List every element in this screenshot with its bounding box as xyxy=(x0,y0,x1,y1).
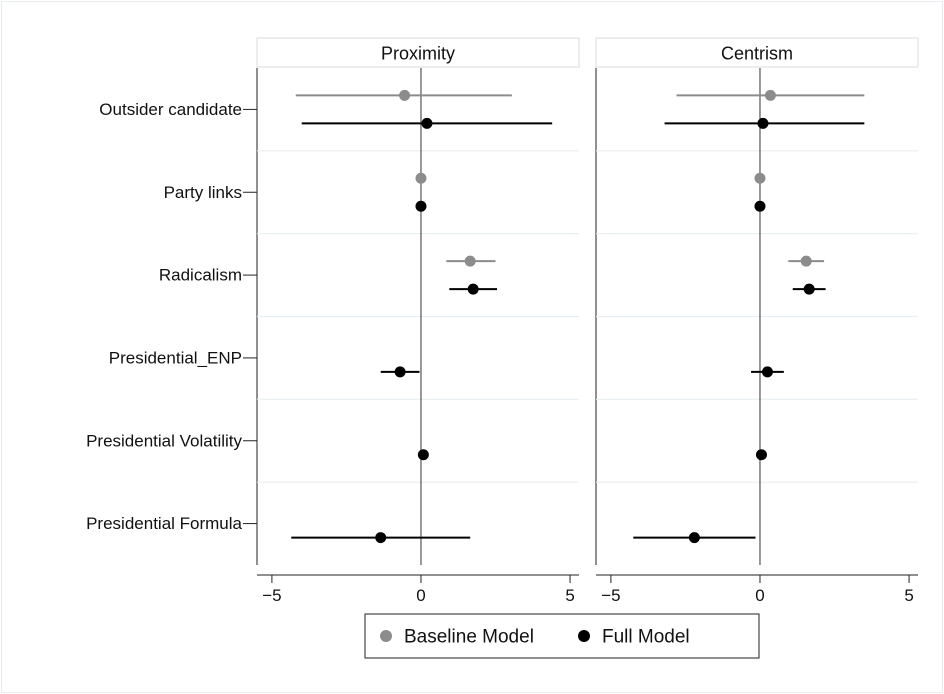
data-point xyxy=(757,117,769,129)
panel-title: Proximity xyxy=(381,44,455,64)
x-tick-label: 5 xyxy=(565,586,574,605)
y-tick-label: Party links xyxy=(164,183,242,202)
data-point xyxy=(415,200,427,212)
x-tick-label: 0 xyxy=(416,586,425,605)
data-point xyxy=(754,172,766,184)
panel-header xyxy=(256,37,580,68)
panel-header xyxy=(595,37,919,68)
data-point xyxy=(803,283,815,295)
legend-box xyxy=(364,613,760,659)
data-point xyxy=(417,449,429,461)
data-point xyxy=(755,449,767,461)
y-tick-label: Presidential Volatility xyxy=(86,431,242,450)
y-tick-label: Outsider candidate xyxy=(99,100,242,119)
data-point xyxy=(394,366,406,378)
data-point xyxy=(761,366,773,378)
data-point xyxy=(464,255,476,267)
y-tick-label: Presidential_ENP xyxy=(109,348,242,367)
legend-label: Baseline Model xyxy=(404,627,534,648)
data-point xyxy=(754,200,766,212)
data-point xyxy=(764,89,776,101)
y-tick-label: Presidential Formula xyxy=(86,514,242,533)
legend-marker xyxy=(380,630,392,642)
x-tick-label: −5 xyxy=(262,586,281,605)
legend-label: Full Model xyxy=(602,627,690,648)
y-tick-label: Radicalism xyxy=(159,266,242,285)
x-tick-label: 0 xyxy=(755,586,764,605)
data-point xyxy=(375,532,387,544)
x-tick-label: −5 xyxy=(601,586,620,605)
data-point xyxy=(415,172,427,184)
data-point xyxy=(800,255,812,267)
data-point xyxy=(399,89,411,101)
legend-marker xyxy=(578,630,590,642)
data-point xyxy=(688,532,700,544)
data-point xyxy=(467,283,479,295)
x-tick-label: 5 xyxy=(904,586,913,605)
data-point xyxy=(421,117,433,129)
panel-title: Centrism xyxy=(721,44,793,64)
